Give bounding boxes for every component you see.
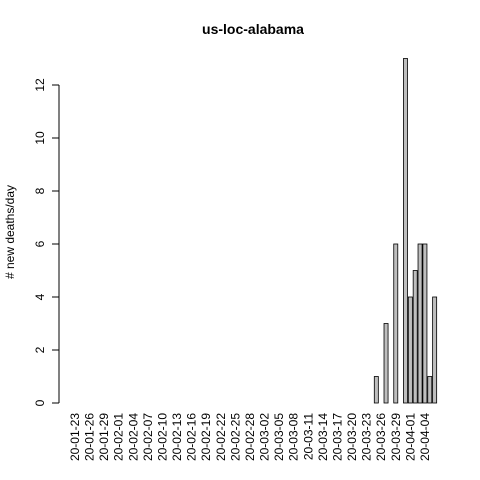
x-tick-label: 20-01-23: [68, 413, 82, 461]
x-tick-label: 20-01-26: [83, 413, 97, 461]
bar: [412, 270, 418, 404]
bar: [393, 243, 399, 404]
x-tick-label: 20-02-16: [185, 413, 199, 461]
x-tick-label: 20-03-11: [301, 413, 315, 460]
y-axis-label: # new deaths/day: [3, 185, 17, 279]
y-tick-label: 4: [33, 293, 47, 300]
y-tick-label: 12: [33, 78, 47, 92]
bar: [403, 58, 408, 404]
y-tick-label: 6: [33, 240, 47, 247]
x-tick-label: 20-02-22: [214, 413, 228, 461]
x-tick-label: 20-02-07: [141, 413, 155, 461]
bar: [432, 296, 438, 404]
x-tick-label: 20-02-10: [155, 413, 169, 461]
y-tick-label: 0: [33, 399, 47, 406]
x-tick-label: 20-03-23: [360, 413, 374, 461]
x-tick-label: 20-03-26: [374, 413, 388, 461]
x-tick-label: 20-02-13: [170, 413, 184, 461]
x-tick-label: 20-04-04: [418, 413, 432, 461]
bar: [373, 376, 379, 404]
x-tick-label: 20-02-28: [243, 413, 257, 461]
x-tick-label: 20-03-08: [287, 413, 301, 461]
x-tick-label: 20-03-29: [389, 413, 403, 461]
y-tick-label: 8: [33, 187, 47, 194]
x-tick-label: 20-03-14: [316, 413, 330, 461]
bar: [422, 243, 428, 404]
x-tick-label: 20-03-05: [272, 413, 286, 461]
x-tick-label: 20-01-29: [97, 413, 111, 461]
x-tick-label: 20-02-01: [112, 413, 126, 461]
bar: [407, 296, 413, 404]
x-tick-label: 20-03-02: [258, 413, 272, 461]
x-tick-label: 20-02-25: [228, 413, 242, 461]
x-tick-label: 20-03-20: [345, 413, 359, 461]
bar: [383, 323, 389, 404]
bar: [417, 243, 423, 404]
x-tick-label: 20-03-17: [330, 413, 344, 461]
bar: [427, 376, 433, 404]
x-tick-label: 20-04-01: [403, 413, 417, 461]
x-tick-label: 20-02-04: [126, 413, 140, 461]
x-tick-label: 20-02-19: [199, 413, 213, 461]
y-tick-label: 2: [33, 346, 47, 353]
y-tick-label: 10: [33, 131, 47, 145]
chart-title: us-loc-alabama: [202, 21, 304, 37]
